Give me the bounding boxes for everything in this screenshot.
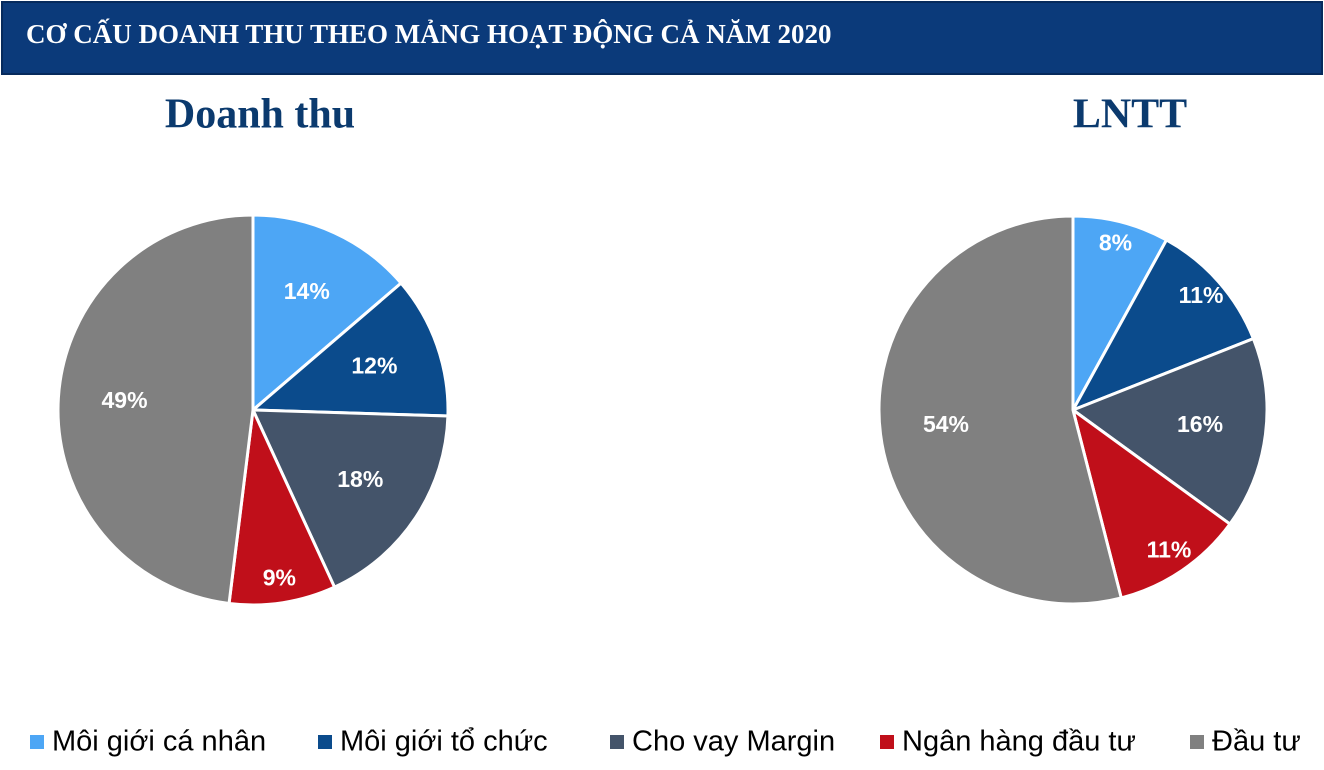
pie-slice — [56, 213, 255, 606]
data-label: 12% — [351, 352, 397, 378]
data-label: 16% — [1177, 411, 1223, 437]
pie-slice — [1071, 214, 1169, 411]
legend-swatch — [30, 735, 44, 749]
data-label: 9% — [263, 565, 296, 591]
data-label: 18% — [337, 466, 383, 492]
legend-label: Ngân hàng đầu tư — [902, 726, 1136, 758]
header-bar — [1, 1, 1323, 75]
legend-label: Đầu tư — [1212, 726, 1301, 758]
pie-slice — [251, 213, 404, 414]
pie-slice — [249, 281, 450, 418]
data-label: 54% — [923, 411, 969, 437]
pie-title: Doanh thu — [165, 92, 355, 138]
data-label: 11% — [1147, 536, 1192, 562]
legend-swatch — [1190, 735, 1204, 749]
legend-swatch — [880, 735, 894, 749]
pie-slice — [227, 404, 337, 607]
pie-slice — [250, 408, 450, 590]
data-label: 11% — [1179, 282, 1224, 308]
pie-slice — [1069, 237, 1256, 413]
pie-slice — [1070, 406, 1233, 600]
data-label: 14% — [284, 278, 330, 304]
pie-slice — [877, 214, 1124, 606]
legend-swatch — [610, 735, 624, 749]
data-label: 49% — [102, 387, 148, 413]
header-title: CƠ CẤU DOANH THU THEO MẢNG HOẠT ĐỘNG CẢ … — [26, 18, 832, 49]
legend-label: Môi giới cá nhân — [52, 726, 266, 758]
legend-label: Môi giới tổ chức — [340, 726, 548, 758]
data-label: 8% — [1099, 230, 1132, 256]
pie-title: LNTT — [1073, 92, 1187, 138]
pie-slice — [1069, 336, 1269, 527]
legend-label: Cho vay Margin — [632, 726, 835, 758]
legend-swatch — [318, 735, 332, 749]
